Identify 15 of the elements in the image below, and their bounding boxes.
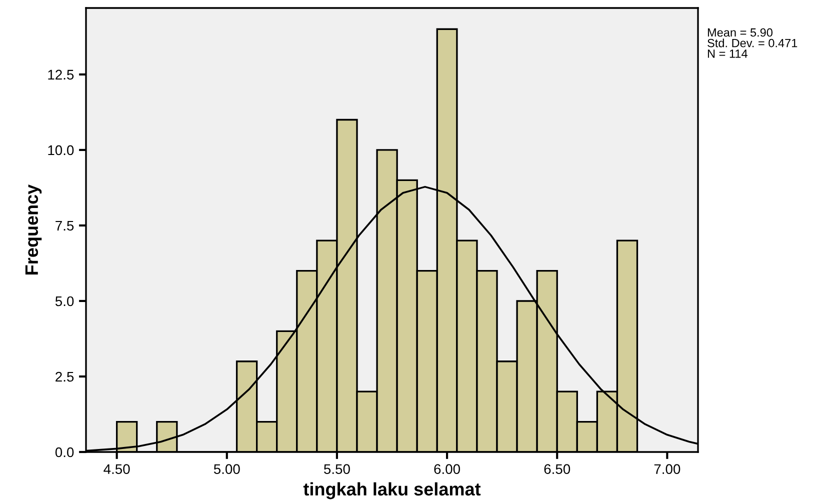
x-tick-label: 5.00	[214, 464, 240, 474]
x-tick-label: 6.00	[434, 464, 460, 474]
y-axis-title: Frequency	[25, 184, 42, 274]
y-tick-label: 0.0	[55, 447, 74, 458]
x-axis-title: tingkah laku selamat	[303, 482, 481, 500]
y-tick-label: 2.5	[56, 372, 74, 382]
x-tick-label: 7.00	[654, 464, 680, 474]
y-tick-label: 7.5	[56, 220, 74, 231]
x-tick-label: 5.50	[324, 464, 350, 474]
y-tick-label: 5.0	[55, 296, 74, 306]
x-tick-label: 4.50	[104, 464, 130, 474]
y-tick-label: 12.5	[48, 70, 74, 80]
y-tick-label: 10.0	[48, 145, 74, 156]
text: Mean = 5.90 Std. Dev. = 0.471 N = 114	[708, 28, 798, 58]
x-tick-label: 6.50	[544, 464, 570, 474]
